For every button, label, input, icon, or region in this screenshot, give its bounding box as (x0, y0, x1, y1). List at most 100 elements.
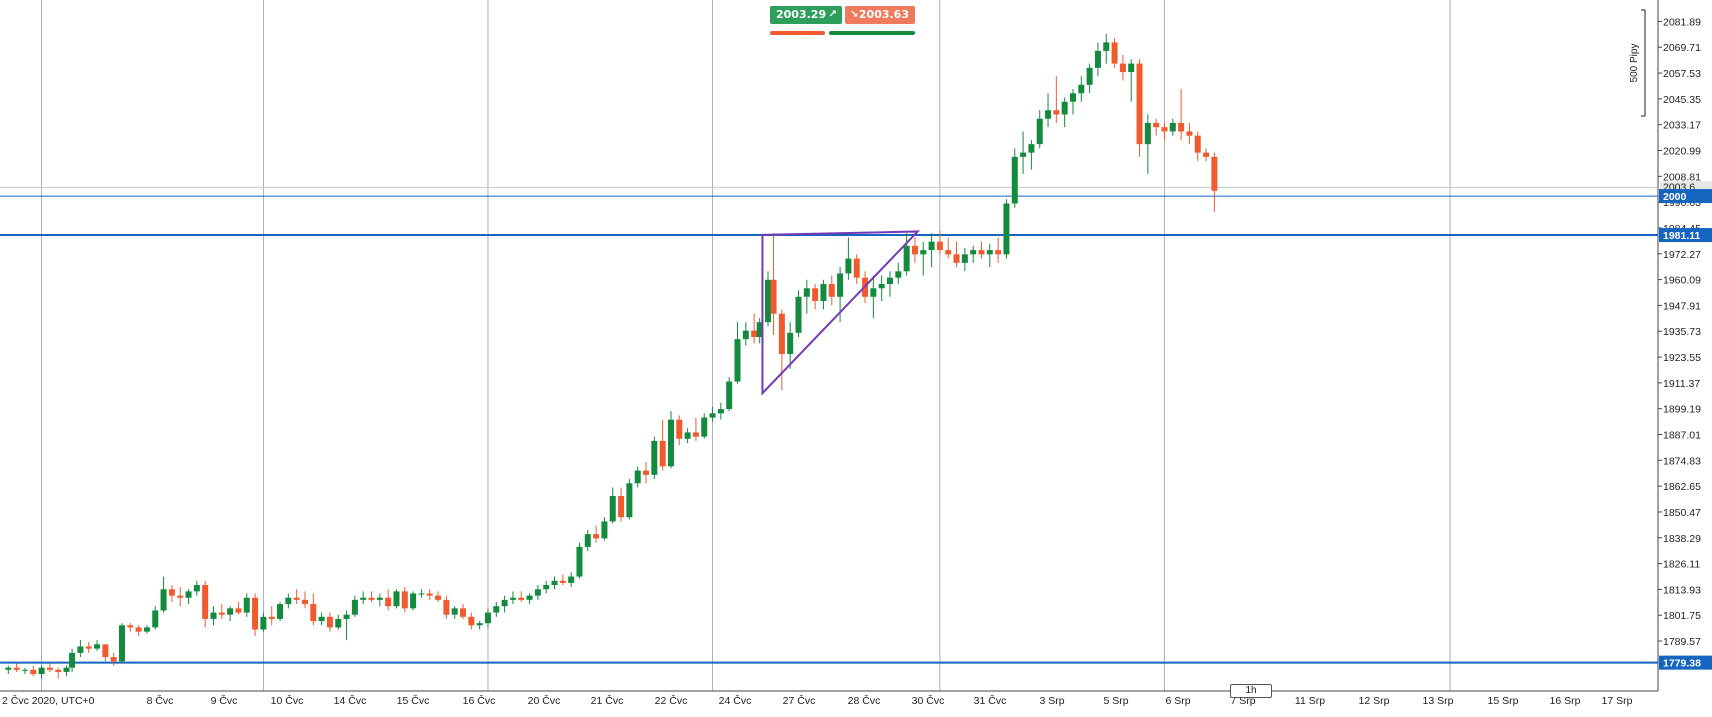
range-label: 500 Pipy (1629, 44, 1640, 83)
x-tick-label-3: 10 Čvc (271, 694, 304, 707)
candle-body-50 (418, 593, 425, 595)
x-tick-label-16: 5 Srp (1103, 695, 1128, 707)
x-tick-label-8: 21 Čvc (591, 694, 624, 707)
candle-body-136 (1128, 63, 1135, 73)
candle-body-72 (601, 521, 608, 539)
candle-body-68 (568, 576, 575, 583)
candle-body-25 (210, 612, 217, 619)
x-tick-label-19: 11 Srp (1295, 695, 1325, 707)
buy-button[interactable]: 2003.29 ↗ (770, 6, 842, 24)
candle-body-11 (94, 644, 101, 649)
y-tick-label-3: 2045.35 (1663, 94, 1701, 106)
candle-body-134 (1111, 42, 1118, 64)
candle-body-125 (1036, 118, 1043, 145)
candle-body-43 (360, 597, 367, 600)
candle-body-109 (903, 245, 910, 272)
candle-body-85 (709, 413, 716, 418)
candle-body-94 (778, 313, 785, 354)
candle-body-131 (1086, 67, 1093, 85)
candle-body-24 (202, 585, 209, 619)
candle-body-41 (343, 614, 350, 619)
candle-body-28 (235, 608, 242, 613)
candle-body-13 (110, 657, 117, 662)
candle-body-93 (770, 279, 777, 314)
candle-body-0 (5, 667, 12, 670)
level-tag-0 (1659, 189, 1712, 204)
candle-body-116 (961, 254, 968, 263)
candle-body-102 (845, 258, 852, 274)
candle-body-48 (401, 591, 408, 609)
range-bracket (1641, 9, 1646, 117)
arrow-down-right-icon: ↘ (850, 9, 859, 20)
candle-body-17 (143, 627, 150, 632)
triangle-shape (761, 230, 921, 396)
candle-body-56 (468, 616, 475, 626)
candle-body-79 (659, 440, 666, 467)
candle-body-44 (368, 597, 375, 600)
candle-body-144 (1194, 135, 1201, 153)
candle-body-10 (85, 646, 92, 649)
x-tick-label-17: 6 Srp (1165, 695, 1190, 707)
candle-body-88 (734, 339, 741, 382)
y-tick-label-0: 2081.89 (1663, 16, 1701, 28)
y-tick-label-14: 1911.37 (1663, 378, 1700, 390)
y-tick-label-22: 1813.93 (1663, 584, 1701, 596)
candle-body-100 (828, 284, 835, 297)
candle-body-90 (751, 330, 758, 338)
candle-body-22 (185, 591, 192, 598)
x-tick-label-2: 9 Čvc (211, 694, 238, 707)
x-tick-label-18: 7 Srp (1230, 695, 1255, 707)
candle-body-42 (351, 599, 358, 615)
y-tick-label-11: 1947.91 (1663, 300, 1701, 312)
candle-body-77 (643, 470, 650, 475)
x-tick-label-21: 13 Srp (1423, 695, 1454, 707)
candle-body-52 (435, 595, 442, 600)
candle-body-98 (812, 288, 819, 301)
x-tick-label-13: 30 Čvc (912, 694, 945, 707)
candle-body-18 (152, 610, 159, 628)
candle-body-132 (1094, 50, 1101, 68)
y-tick-label-15: 1899.19 (1663, 404, 1701, 416)
candle-body-128 (1061, 101, 1068, 115)
candle-body-78 (651, 440, 658, 475)
candle-body-74 (618, 495, 625, 518)
y-tick-label-12: 1935.73 (1663, 326, 1701, 338)
sell-button[interactable]: ↘ 2003.63 (845, 6, 915, 24)
x-tick-label-1: 8 Čvc (147, 694, 174, 707)
candle-body-83 (692, 432, 699, 437)
candle-body-70 (584, 534, 591, 547)
candle-body-71 (593, 534, 600, 539)
candle-body-8 (69, 652, 76, 668)
y-tick-label-4: 2033.17 (1663, 120, 1701, 132)
candle-body-62 (518, 597, 525, 600)
candle-body-105 (870, 288, 877, 297)
candle-body-21 (177, 595, 184, 598)
y-tick-label-10: 1960.09 (1663, 275, 1701, 287)
candle-body-1 (13, 667, 20, 670)
candle-body-26 (218, 612, 225, 615)
candle-body-4 (38, 667, 45, 675)
candle-body-129 (1069, 93, 1076, 102)
y-tick-label-20: 1838.29 (1663, 533, 1701, 545)
x-tick-label-11: 27 Čvc (783, 694, 816, 707)
level-tag-1 (1659, 228, 1712, 243)
timeframe-badge[interactable]: 1h (1230, 684, 1272, 698)
x-tick-label-5: 15 Čvc (397, 694, 430, 707)
candle-body-61 (509, 597, 516, 600)
candle-body-39 (326, 616, 333, 628)
candle-body-30 (252, 597, 259, 630)
candle-body-103 (853, 258, 860, 278)
candle-body-145 (1203, 152, 1210, 157)
buy-price: 2003.29 (776, 8, 827, 21)
candle-body-118 (978, 250, 985, 255)
triangle-pattern[interactable] (761, 230, 921, 396)
x-tick-label-9: 22 Čvc (655, 694, 688, 707)
level-tag-2 (1659, 655, 1712, 670)
candle-body-140 (1161, 127, 1168, 132)
level-layer (0, 195, 1658, 664)
candle-body-3 (30, 669, 37, 675)
candle-body-119 (986, 250, 993, 255)
candle-body-139 (1153, 122, 1160, 128)
